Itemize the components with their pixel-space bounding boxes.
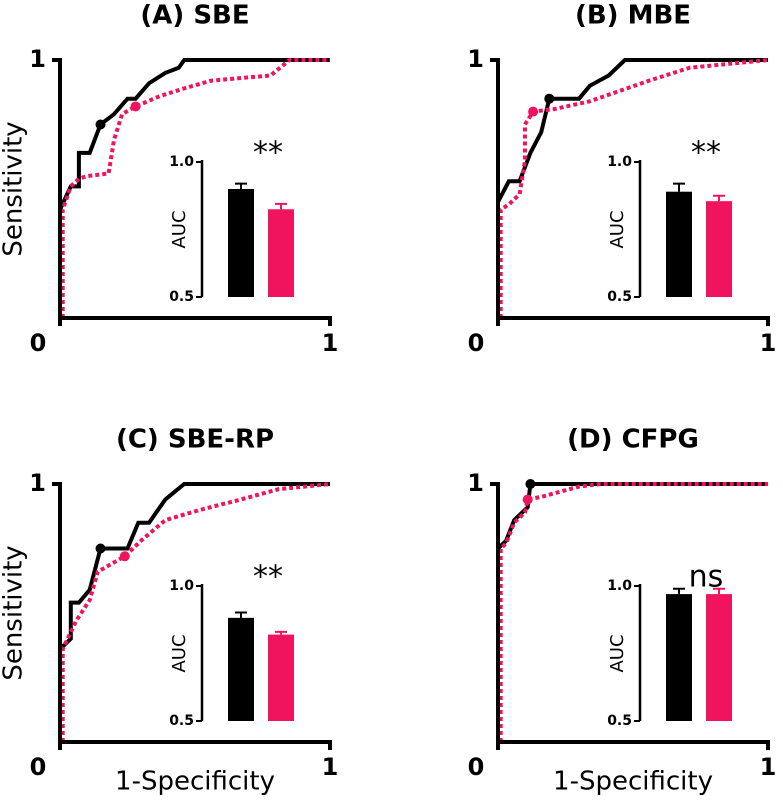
- cutoff-point: [544, 93, 555, 104]
- error-bar: [673, 587, 685, 595]
- roc-curve: [60, 58, 330, 318]
- inset-y-label: AUC: [607, 634, 628, 672]
- error-bar: [235, 182, 247, 189]
- cutoff-point: [119, 551, 130, 562]
- x-tick-label: 0: [30, 329, 47, 357]
- cutoff-point: [130, 101, 141, 112]
- error-bar: [713, 587, 725, 595]
- y-axis-label: Sensitivity: [0, 121, 29, 256]
- error-bar: [275, 202, 287, 210]
- x-tick-label: 1: [760, 753, 777, 781]
- inset-y-tick-label: 0.5: [607, 713, 632, 729]
- inset-bar: [268, 209, 294, 297]
- error-bar: [275, 630, 287, 635]
- roc-curve: [498, 482, 768, 742]
- inset-bar: [706, 594, 732, 721]
- inset-bar: [228, 189, 254, 297]
- y-tick-label: 1: [467, 45, 484, 73]
- roc-curve: [58, 58, 330, 211]
- significance: ns: [689, 560, 724, 595]
- roc-curve: [496, 58, 768, 203]
- inset-bar: [666, 191, 692, 297]
- x-axis-label: 1-Specificity: [115, 767, 275, 797]
- error-bar: [235, 611, 247, 618]
- inset-y-label: AUC: [607, 210, 628, 248]
- inset-bar: [706, 201, 732, 297]
- y-tick-label: 1: [29, 45, 46, 73]
- inset-y-tick-label: 0.5: [169, 289, 194, 305]
- inset-y-tick-label: 1.0: [169, 154, 194, 170]
- x-tick-label: 1: [760, 329, 777, 357]
- inset-y-tick-label: 0.5: [169, 713, 194, 729]
- error-bar: [673, 182, 685, 192]
- inset-y-label: AUC: [169, 634, 190, 672]
- inset-y-label: AUC: [169, 210, 190, 248]
- inset-bar: [228, 617, 254, 721]
- y-axis-label: Sensitivity: [0, 545, 29, 680]
- x-tick-label: 0: [30, 753, 47, 781]
- cutoff-point: [95, 543, 106, 554]
- panel-title: (B) MBE: [575, 1, 691, 31]
- x-tick-label: 0: [468, 329, 485, 357]
- significance: **: [253, 560, 283, 595]
- inset-bar: [666, 594, 692, 721]
- panel-title: (A) SBE: [140, 1, 249, 31]
- inset-y-tick-label: 1.0: [607, 154, 632, 170]
- x-tick-label: 1: [322, 329, 339, 357]
- inset-y-tick-label: 0.5: [607, 289, 632, 305]
- cutoff-point: [525, 479, 536, 489]
- panel-title: (C) SBE-RP: [116, 425, 274, 455]
- x-tick-label: 1: [322, 753, 339, 781]
- inset-bar: [268, 634, 294, 721]
- significance: **: [253, 136, 283, 171]
- x-axis-label: 1-Specificity: [553, 767, 713, 797]
- error-bar: [713, 194, 725, 202]
- cutoff-point: [95, 119, 106, 130]
- y-tick-label: 1: [467, 469, 484, 497]
- cutoff-point: [522, 494, 533, 505]
- y-tick-label: 1: [29, 469, 46, 497]
- roc-curve: [58, 482, 330, 651]
- inset-y-tick-label: 1.0: [169, 578, 194, 594]
- roc-curve: [496, 482, 768, 550]
- inset-y-tick-label: 1.0: [607, 578, 632, 594]
- x-tick-label: 0: [468, 753, 485, 781]
- significance: **: [691, 136, 721, 171]
- cutoff-point: [528, 106, 539, 117]
- panel-title: (D) CFPG: [567, 425, 699, 455]
